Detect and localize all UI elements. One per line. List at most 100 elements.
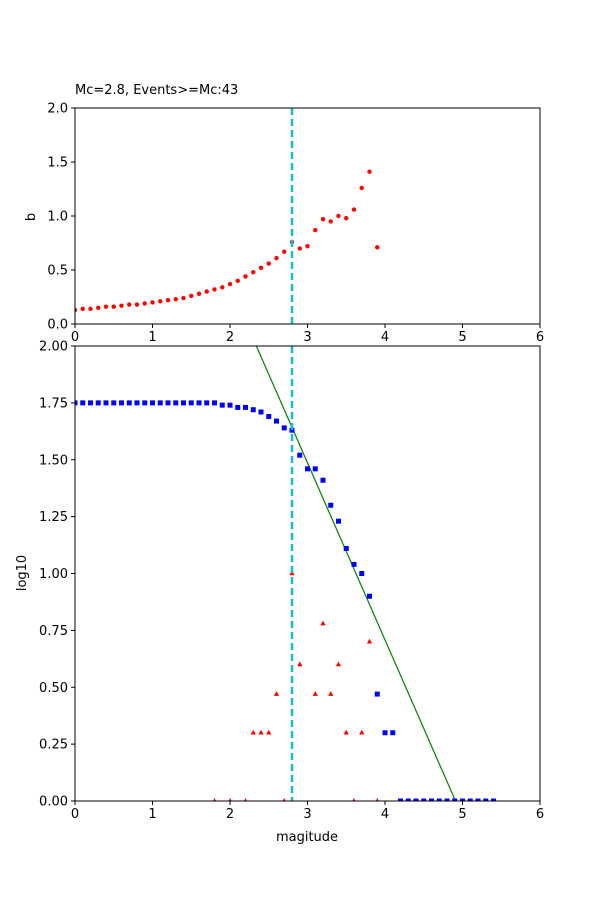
b-value-point <box>351 207 357 212</box>
top-x-tick-label: 3 <box>303 330 311 345</box>
cumulative-count-point <box>421 798 427 801</box>
bottom-y-tick-label: 1.75 <box>39 396 68 411</box>
b-value-point <box>375 245 380 250</box>
b-value-point <box>181 295 186 301</box>
cumulative-count-point <box>328 502 334 508</box>
noncumulative-count-point <box>328 691 334 696</box>
cumulative-count-point <box>212 400 217 406</box>
cumulative-count-point <box>95 400 101 406</box>
b-value-point <box>119 303 124 308</box>
top-y-tick-label: 1.5 <box>47 156 68 171</box>
b-value-point <box>204 289 209 294</box>
bottom-y-tick-label: 0.50 <box>39 681 68 696</box>
cumulative-count-point <box>320 477 326 483</box>
cumulative-count-point <box>119 400 124 406</box>
b-value-point <box>235 278 240 283</box>
noncumulative-count-point <box>258 729 264 735</box>
b-value-point <box>103 304 109 309</box>
cumulative-count-point <box>134 400 140 406</box>
b-value-point <box>359 185 364 191</box>
cumulative-count-point <box>289 427 295 433</box>
cumulative-count-point <box>351 561 357 567</box>
cumulative-count-point <box>483 798 489 801</box>
b-value-point <box>88 306 93 312</box>
b-value-point <box>75 307 78 313</box>
bottom-x-tick-label: 1 <box>148 807 156 822</box>
b-value-point <box>80 306 85 312</box>
b-value-point <box>328 219 333 224</box>
b-value-point <box>320 217 326 222</box>
cumulative-count-point <box>452 798 458 801</box>
bottom-axes-frame <box>74 345 541 802</box>
bottom-y-tick-label: 0.25 <box>39 738 68 753</box>
noncumulative-count-point <box>250 729 256 735</box>
cumulative-count-point <box>398 798 403 801</box>
cumulative-count-point <box>374 691 380 697</box>
b-value-point <box>189 293 194 299</box>
top-y-tick-label: 1.0 <box>47 210 68 225</box>
bottom-x-tick-label: 4 <box>381 807 389 822</box>
cumulative-count-point <box>312 466 318 472</box>
top-y-tick-label: 0.0 <box>47 318 68 333</box>
cumulative-count-point <box>413 798 419 801</box>
noncumulative-count-point <box>343 729 349 735</box>
bottom-x-axis-label: magitude <box>276 830 338 845</box>
cumulative-count-point <box>80 400 86 406</box>
bottom-y-tick-label: 1.00 <box>39 567 68 582</box>
noncumulative-count-point <box>320 620 326 626</box>
cumulative-count-point <box>75 400 78 406</box>
bottom-y-tick-label: 2.00 <box>39 340 68 355</box>
cumulative-count-point <box>467 798 473 801</box>
cumulative-count-point <box>235 404 241 410</box>
bottom-x-tick-label: 5 <box>458 807 466 822</box>
bottom-x-tick-label: 0 <box>71 807 79 822</box>
cumulative-count-point <box>173 400 179 406</box>
noncumulative-count-point <box>297 661 303 667</box>
b-value-point <box>282 249 287 254</box>
top-y-tick-label: 2.0 <box>47 102 68 117</box>
cumulative-count-point <box>196 400 202 406</box>
b-value-point <box>111 304 116 309</box>
bottom-y-tick-label: 0.00 <box>39 795 68 810</box>
cumulative-count-point <box>367 593 372 599</box>
cumulative-count-point <box>103 400 109 406</box>
cumulative-count-point <box>243 404 248 410</box>
b-value-point <box>274 255 279 261</box>
cumulative-count-point <box>227 402 233 408</box>
top-x-tick-label: 6 <box>536 330 544 345</box>
b-value-point <box>313 227 318 233</box>
noncumulative-count-point <box>312 691 318 696</box>
top-x-tick-label: 4 <box>381 330 389 345</box>
cumulative-count-point <box>165 400 171 406</box>
cumulative-count-point <box>436 798 442 801</box>
cumulative-count-point <box>429 798 434 801</box>
bottom-x-tick-label: 6 <box>536 807 544 822</box>
top-y-axis-label: b <box>24 213 39 221</box>
bottom-y-axis-label: log10 <box>15 555 30 591</box>
b-value-point <box>227 281 233 287</box>
top-x-tick-label: 5 <box>458 330 466 345</box>
bottom-y-tick-label: 1.25 <box>39 510 68 525</box>
b-value-point <box>127 302 132 307</box>
cumulative-count-point <box>142 400 148 406</box>
cumulative-count-point <box>382 730 388 736</box>
b-value-point <box>243 274 248 279</box>
b-value-point <box>297 246 302 251</box>
b-value-point <box>344 215 349 221</box>
cumulative-count-point <box>258 409 264 415</box>
top-chart-title: Mc=2.8, Events>=Mc:43 <box>75 83 238 98</box>
cumulative-count-point <box>126 400 132 406</box>
b-value-point <box>173 296 178 302</box>
cumulative-count-point <box>359 571 365 576</box>
cumulative-count-point <box>297 452 303 458</box>
noncumulative-count-point <box>273 691 280 696</box>
noncumulative-count-point <box>212 798 217 801</box>
b-value-point <box>367 169 372 174</box>
noncumulative-count-point <box>228 798 232 801</box>
cumulative-count-point <box>111 400 117 406</box>
magnitude-panel: magitude log10 0 1 2 3 4 5 6 0.00 0.25 0.50 0.75 1.… <box>15 340 544 846</box>
b-value-point <box>266 261 271 266</box>
b-value-point <box>305 244 310 249</box>
noncumulative-count-point <box>266 729 272 735</box>
